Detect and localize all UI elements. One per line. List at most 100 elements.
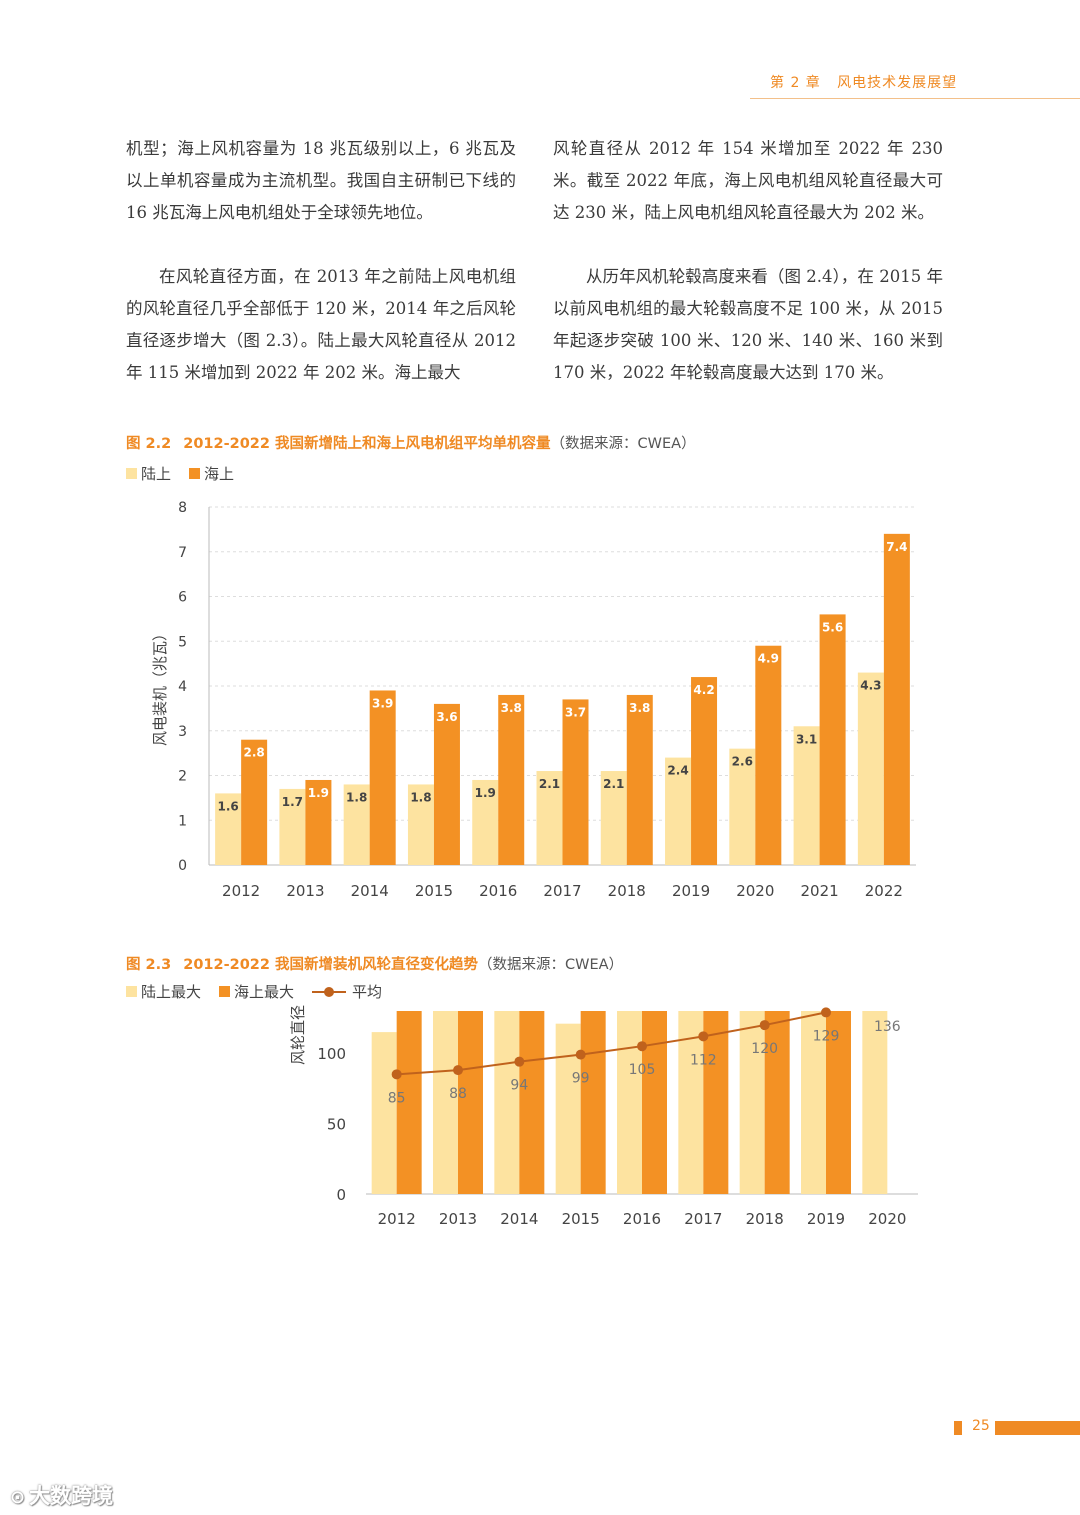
data-label: 1.9 [308,786,329,800]
bar [600,771,627,865]
x-tick-label: 2014 [351,882,389,900]
x-tick-label: 2017 [684,1210,722,1228]
legend-item-land: 陆上 [126,463,171,484]
figure-source: （数据来源：CWEA） [550,436,696,452]
figure-2-2-chart: 0 1 2 3 4 5 6 7 8 1.6 2.8 2012 1.7 1.9 2013 1.8 3.9 2014 1… [151,500,916,900]
legend-item-sea: 海上 [189,463,234,484]
y-tick-label: 6 [178,590,187,606]
bar [819,614,846,865]
bar [279,788,306,865]
data-label: 3.9 [372,696,393,710]
bar [703,1011,729,1194]
x-tick-label: 2017 [543,882,581,900]
bar [678,1011,704,1194]
x-tick-label: 2012 [222,882,260,900]
legend-line-marker [312,985,347,999]
y-tick-label: 4 [178,679,187,695]
y-tick-label: 5 [178,634,187,650]
data-label: 88 [449,1086,467,1102]
legend-label-sea-max: 海上最大 [234,983,295,1001]
data-label: 2.6 [732,755,753,769]
data-label: 1.6 [218,799,239,813]
data-label: 3.1 [796,732,817,746]
y-tick-label: 7 [178,545,187,561]
figure-2-2-caption: 图 2.2 2012-2022 我国新增陆上和海上风电机组平均单机容量（数据来源：… [126,432,696,453]
figure-source: （数据来源：CWEA） [478,957,624,973]
right-column: 风轮直径从 2012 年 154 米增加至 2022 年 230 米。截至 20… [553,133,943,389]
y-tick-label: 0 [178,858,187,874]
bar [433,703,460,865]
bar [215,793,242,865]
average-point [637,1041,647,1052]
legend-item-sea-max: 海上最大 [219,981,294,1002]
bar [857,672,884,865]
figure-title: 2012-2022 我国新增装机风轮直径变化趋势 [183,957,479,973]
average-point [514,1056,525,1067]
x-tick-label: 2022 [865,882,903,900]
bar [617,1011,642,1194]
data-label: 2.1 [539,777,560,791]
page-number-marker [954,1421,962,1435]
bar [729,748,756,865]
legend-label-average: 平均 [352,983,383,1001]
data-label: 129 [813,1028,840,1044]
running-header: 第 2 章 风电技术发展展望 [770,72,957,92]
data-label: 1.9 [475,786,496,800]
data-label: 4.9 [758,652,779,666]
bar [305,779,332,865]
x-tick-label: 2013 [439,1210,477,1228]
bar [764,1011,790,1194]
legend-label-sea: 海上 [204,465,235,483]
bar [396,1011,422,1194]
y-tick-label: 1 [178,813,187,829]
x-tick-label: 2020 [868,1210,906,1228]
data-label: 3.8 [629,701,650,715]
bar [739,1011,765,1194]
bar [433,1011,458,1194]
legend-label-land: 陆上 [141,465,172,483]
data-label: 5.6 [822,620,843,634]
data-label: 120 [751,1041,778,1057]
bar [519,1011,545,1194]
y-tick-label: 0 [336,1186,346,1204]
bar [555,1023,581,1194]
data-label: 2.4 [667,764,688,778]
left-column: 机型；海上风机容量为 18 兆瓦级别以上，6 兆瓦及以上单机容量成为主流机型。我… [126,133,516,389]
right-paragraph-1: 风轮直径从 2012 年 154 米增加至 2022 年 230 米。截至 20… [553,139,943,222]
average-line [396,1011,827,1076]
bar [580,1011,606,1194]
legend-item-land-max: 陆上最大 [126,981,201,1002]
data-label: 3.6 [436,710,457,724]
bar [407,784,434,865]
chapter-title: 风电技术发展展望 [837,75,958,91]
bar [472,779,499,865]
bar [665,757,692,865]
data-label: 2.1 [603,777,624,791]
bar [494,1011,520,1194]
page-footer-bar [995,1421,1080,1435]
data-label: 136 [874,1019,901,1035]
data-label: 99 [572,1071,590,1087]
x-tick-label: 2016 [623,1210,661,1228]
average-point [821,1007,831,1018]
figure-2-3-legend: 陆上最大 海上最大 平均 [126,981,400,1002]
y-tick-label: 100 [317,1045,346,1063]
y-axis-label: 风电装机（兆瓦） [151,626,169,746]
legend-swatch-land-max [126,986,137,997]
bar [562,699,589,865]
y-tick-label: 50 [327,1116,346,1134]
bar [642,1011,667,1194]
figure-title: 2012-2022 我国新增陆上和海上风电机组平均单机容量 [183,436,551,452]
left-paragraph-2: 在风轮直径方面，在 2013 年之前陆上风电机组的风轮直径几乎全部低于 120 … [126,267,516,382]
bar [498,694,525,865]
bar [458,1011,483,1194]
x-tick-label: 2016 [479,882,517,900]
data-label: 7.4 [886,540,907,554]
x-tick-label: 2014 [500,1210,538,1228]
data-label: 4.2 [693,683,714,697]
legend-swatch-sea [189,468,201,479]
page-number: 25 [972,1418,990,1434]
bar [883,533,910,865]
bar [755,645,782,865]
left-paragraph-1: 机型；海上风机容量为 18 兆瓦级别以上，6 兆瓦及以上单机容量成为主流机型。我… [126,139,516,222]
